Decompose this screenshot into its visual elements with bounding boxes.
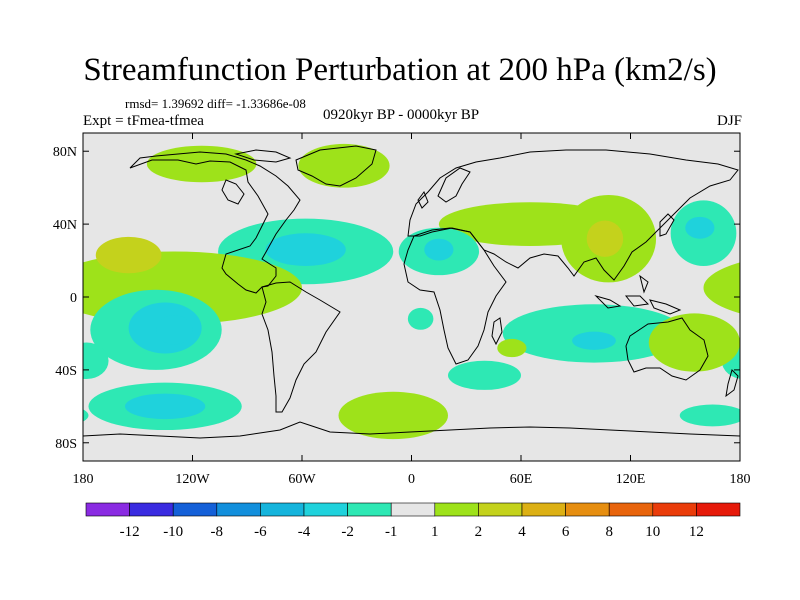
x-tick-label: 120E — [616, 472, 646, 487]
colorbar-label: 1 — [431, 524, 439, 540]
contour-central-pacific-core — [95, 236, 162, 274]
antarctica-coast — [83, 421, 740, 439]
contour-central-pacific-band-wrap — [703, 262, 740, 314]
madagascar — [491, 317, 503, 346]
colorbar-swatch — [85, 502, 130, 517]
x-tick-label: 120W — [175, 472, 210, 487]
stats-text: rmsd= 1.39692 diff= -1.33686e-08 — [125, 96, 306, 111]
colorbar-label: 6 — [562, 524, 570, 540]
contour-north-pacific-arctic — [146, 145, 257, 183]
chart-title: Streamfunction Perturbation at 200 hPa (… — [83, 52, 717, 88]
x-tick-label: 0 — [408, 472, 415, 487]
southeast-asia-islands — [594, 274, 682, 315]
colorbar-swatch — [129, 502, 174, 517]
axes: 180 120W 60W 0 60E 120E 180 80N 40N 0 40S 80S — [53, 133, 751, 487]
colorbar-label: -2 — [341, 524, 354, 540]
experiment-label: Expt = tFmea-tfmea — [83, 113, 204, 129]
x-tick-label: 60W — [288, 472, 316, 487]
colorbar-swatch — [696, 502, 741, 517]
contour-fields — [83, 143, 740, 440]
colorbar-label: -4 — [298, 524, 311, 540]
colorbar-label: -10 — [163, 524, 183, 540]
contour-south-pacific-edge — [83, 342, 109, 379]
colorbar-swatch — [260, 502, 305, 517]
hudson-bay — [221, 179, 245, 205]
y-tick-label: 40S — [55, 364, 77, 379]
season-label: DJF — [716, 113, 742, 129]
colorbar-swatch — [303, 502, 348, 517]
colorbar-swatch — [347, 502, 392, 517]
british-isles — [417, 190, 429, 209]
colorbar-swatch — [652, 502, 697, 517]
contour-atlantic-tropical-core — [265, 233, 346, 267]
contour-west-pacific-core — [685, 216, 715, 239]
colorbar: -12 -10 -8 -6 -4 -2 -1 1 2 4 6 8 10 12 — [85, 502, 741, 540]
greenland-coast — [295, 145, 377, 187]
arctic-islands — [234, 149, 292, 163]
contour-tibet-china-core — [586, 220, 624, 257]
colorbar-swatch — [434, 502, 479, 517]
scandinavia — [437, 167, 471, 203]
colorbar-label: -6 — [254, 524, 267, 540]
colorbar-label: 12 — [689, 524, 704, 540]
contour-south-africa — [448, 360, 521, 390]
x-tick-label: 180 — [73, 472, 94, 487]
colorbar-swatch — [521, 502, 566, 517]
contour-australia-east — [648, 313, 740, 372]
contour-southern-ocean-east-wrap — [83, 409, 89, 422]
japan — [659, 213, 675, 237]
colorbar-label: -1 — [385, 524, 398, 540]
colorbar-swatch — [565, 502, 610, 517]
contour-madagascar-east — [497, 338, 527, 358]
y-tick-label: 80N — [53, 145, 77, 160]
x-tick-label: 180 — [730, 472, 751, 487]
north-america-coast — [129, 151, 301, 294]
colorbar-label: 2 — [475, 524, 483, 540]
contour-north-atlantic-greenland — [298, 143, 390, 188]
colorbar-swatch — [216, 502, 261, 517]
colorbar-label: 10 — [645, 524, 660, 540]
contour-gulf-guinea — [407, 307, 434, 330]
coastlines — [83, 145, 740, 439]
contour-south-pacific-core — [156, 315, 193, 345]
colorbar-swatch — [478, 502, 523, 517]
colorbar-swatch — [390, 502, 436, 517]
colorbar-label: 4 — [518, 524, 526, 540]
contour-indian-ocean-core — [572, 331, 616, 350]
colorbar-label: 8 — [605, 524, 613, 540]
colorbar-label: -8 — [211, 524, 224, 540]
eurasia-coast — [407, 149, 739, 281]
south-america-coast — [261, 281, 341, 413]
australia-coast — [625, 317, 709, 381]
contour-southern-pacific-high-lat-core — [124, 393, 206, 420]
new-zealand — [725, 369, 739, 398]
period-label: 0920kyr BP - 0000kyr BP — [323, 107, 480, 123]
contour-north-africa-core — [424, 238, 454, 261]
y-tick-label: 80S — [55, 437, 77, 452]
y-tick-label: 0 — [70, 291, 77, 306]
colorbar-swatch — [172, 502, 218, 517]
y-tick-label: 40N — [53, 218, 77, 233]
contour-south-atlantic-high-lat — [338, 391, 448, 440]
contour-southern-ocean-east — [679, 404, 740, 427]
colorbar-swatch — [608, 502, 654, 517]
colorbar-label: -12 — [120, 524, 140, 540]
x-tick-label: 60E — [510, 472, 533, 487]
